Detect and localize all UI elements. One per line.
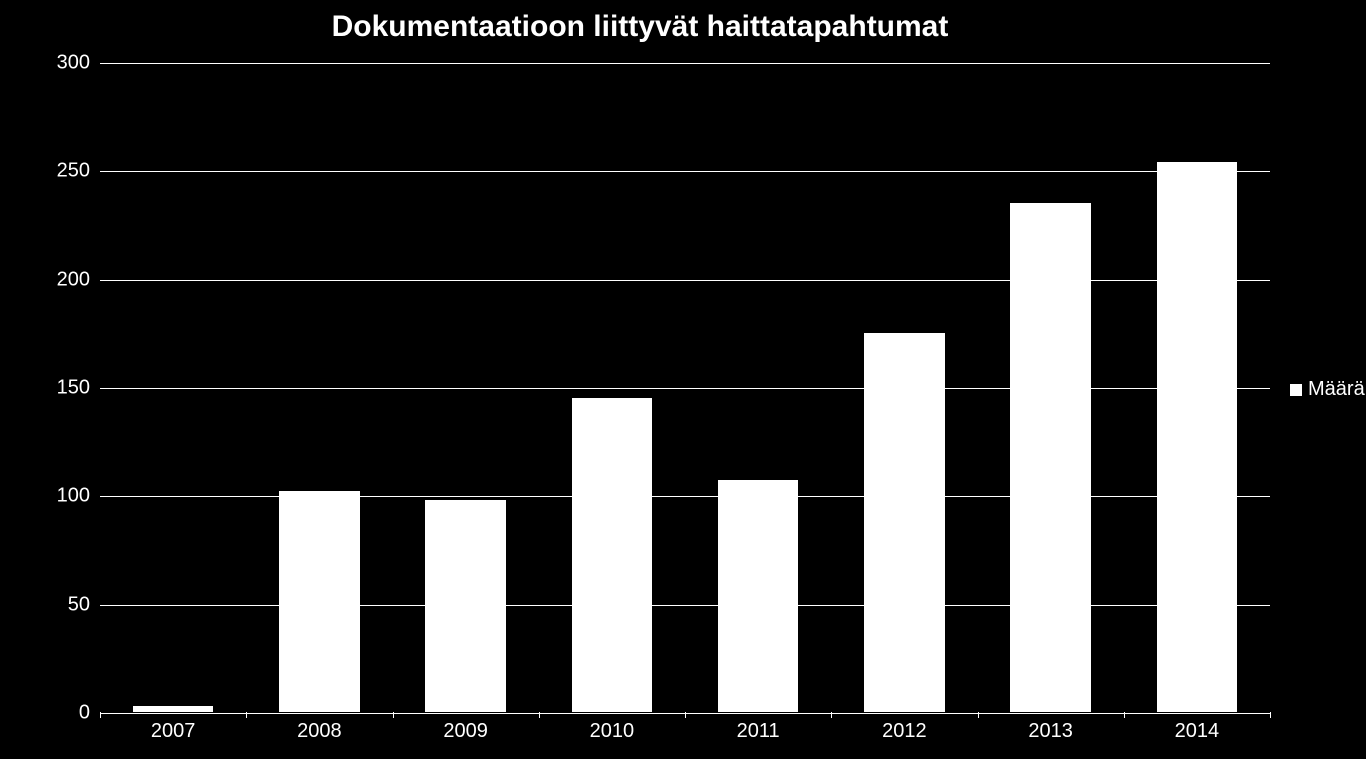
y-tick-label: 200 <box>57 268 100 291</box>
gridline <box>100 388 1270 389</box>
x-tick-mark <box>393 712 394 718</box>
bar <box>572 398 652 712</box>
x-tick-mark <box>100 712 101 718</box>
legend-swatch <box>1290 384 1302 396</box>
gridline <box>100 280 1270 281</box>
x-tick-label: 2010 <box>590 712 635 743</box>
x-tick-label: 2008 <box>297 712 342 743</box>
x-tick-mark <box>831 712 832 718</box>
bar <box>425 500 505 712</box>
y-tick-label: 150 <box>57 377 100 400</box>
legend: Määrä <box>1290 378 1365 401</box>
x-tick-mark <box>539 712 540 718</box>
bar <box>718 480 798 712</box>
x-tick-mark <box>246 712 247 718</box>
bar <box>1010 203 1090 712</box>
y-tick-label: 50 <box>68 593 100 616</box>
x-tick-mark <box>1124 712 1125 718</box>
x-tick-label: 2011 <box>737 712 780 743</box>
bar <box>864 333 944 712</box>
y-tick-label: 100 <box>57 485 100 508</box>
bar <box>279 491 359 712</box>
x-tick-mark <box>685 712 686 718</box>
bar <box>1157 162 1237 712</box>
gridline <box>100 605 1270 606</box>
x-tick-label: 2009 <box>443 712 488 743</box>
legend-label: Määrä <box>1308 378 1365 401</box>
x-tick-label: 2013 <box>1028 712 1073 743</box>
gridline <box>100 496 1270 497</box>
gridline <box>100 171 1270 172</box>
x-tick-label: 2014 <box>1175 712 1220 743</box>
x-tick-mark <box>978 712 979 718</box>
plot-area: 0501001502002503002007200820092010201120… <box>100 62 1270 712</box>
y-tick-label: 0 <box>79 702 100 725</box>
chart-title: Dokumentaatioon liittyvät haittatapahtum… <box>0 10 1280 44</box>
x-tick-mark <box>1270 712 1271 718</box>
chart-container: Dokumentaatioon liittyvät haittatapahtum… <box>0 0 1366 759</box>
x-tick-label: 2007 <box>151 712 196 743</box>
y-tick-label: 250 <box>57 160 100 183</box>
gridline <box>100 63 1270 64</box>
x-tick-label: 2012 <box>882 712 927 743</box>
y-tick-label: 300 <box>57 52 100 75</box>
